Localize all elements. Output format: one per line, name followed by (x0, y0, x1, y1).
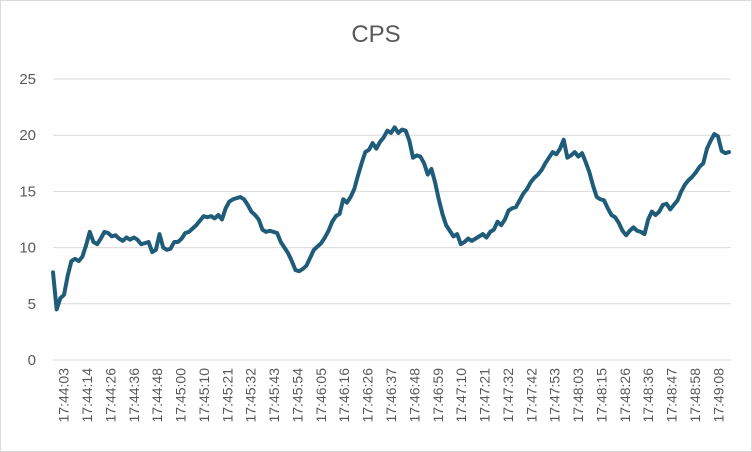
x-tick-label: 17:45:54 (289, 368, 305, 423)
x-tick-label: 17:44:26 (102, 368, 118, 423)
y-tick-label: 10 (19, 240, 36, 257)
series-line (51, 125, 731, 312)
y-tick-label: 5 (28, 296, 36, 313)
x-tick-label: 17:44:03 (56, 368, 72, 423)
x-tick-label: 17:44:14 (79, 368, 95, 423)
x-tick-label: 17:46:48 (406, 368, 422, 423)
y-tick-label: 15 (19, 183, 36, 200)
x-tick-label: 17:45:21 (219, 368, 235, 423)
x-tick-label: 17:46:26 (360, 368, 376, 423)
x-tick-label: 17:47:42 (523, 368, 539, 423)
x-tick-label: 17:48:03 (570, 368, 586, 423)
x-tick-label: 17:48:36 (640, 368, 656, 423)
x-tick-label: 17:48:15 (593, 368, 609, 423)
x-tick-label: 17:46:37 (383, 368, 399, 423)
x-tick-label: 17:47:53 (547, 368, 563, 423)
x-tick-label: 17:45:00 (173, 368, 189, 423)
x-tick-label: 17:48:47 (664, 368, 680, 423)
x-tick-label: 17:45:32 (243, 368, 259, 423)
x-tick-label: 17:46:05 (313, 368, 329, 423)
chart-title: CPS (351, 21, 401, 48)
x-tick-label: 17:44:36 (126, 368, 142, 423)
x-tick-label: 17:45:43 (266, 368, 282, 423)
y-tick-label: 0 (28, 352, 36, 369)
y-tick-label: 20 (19, 127, 36, 144)
x-tick-label: 17:48:58 (687, 368, 703, 423)
x-tick-label: 17:47:21 (477, 368, 493, 423)
x-tick-label: 17:47:10 (453, 368, 469, 423)
x-tick-label: 17:49:08 (710, 368, 726, 423)
x-tick-label: 17:46:59 (430, 368, 446, 423)
x-tick-label: 17:47:32 (500, 368, 516, 423)
x-tick-label: 17:48:26 (617, 368, 633, 423)
x-tick-label: 17:44:48 (149, 368, 165, 423)
x-tick-label: 17:45:10 (196, 368, 212, 423)
x-tick-label: 17:46:16 (336, 368, 352, 423)
y-tick-label: 25 (19, 71, 36, 88)
